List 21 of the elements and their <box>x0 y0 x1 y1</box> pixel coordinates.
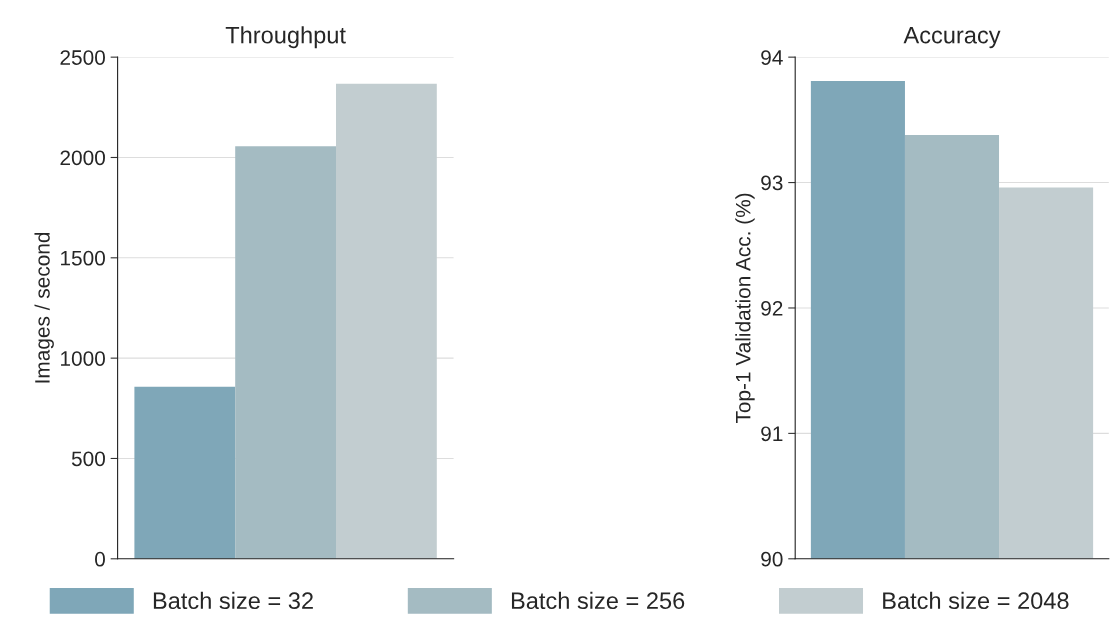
y-tick-label: 92 <box>761 300 783 316</box>
chart-title: Throughput <box>225 26 346 49</box>
y-tick-label: 94 <box>761 50 783 65</box>
bar <box>336 83 437 559</box>
chart-title: Accuracy <box>903 27 1001 49</box>
y-tick-label: 93 <box>761 175 783 191</box>
y-tick-label: 2500 <box>60 50 105 65</box>
y-tick-label: 2000 <box>60 150 105 166</box>
y-axis-title: Top-1 Validation Acc. (%) <box>735 193 755 424</box>
y-tick-label: 91 <box>761 426 783 442</box>
bar <box>235 146 336 559</box>
legend-label: Batch size = 256 <box>511 591 685 610</box>
legend-label: Batch size = 32 <box>153 591 313 610</box>
y-tick-label: 0 <box>95 551 105 567</box>
y-tick-label: 500 <box>71 451 105 467</box>
y-tick-label: 1500 <box>61 250 105 266</box>
legend-label: Batch size = 2048 <box>883 591 1069 610</box>
y-tick-label: 90 <box>761 551 783 567</box>
y-tick-label: 1000 <box>61 351 105 366</box>
y-axis-title: Images / second <box>34 232 54 383</box>
bar <box>134 386 236 559</box>
